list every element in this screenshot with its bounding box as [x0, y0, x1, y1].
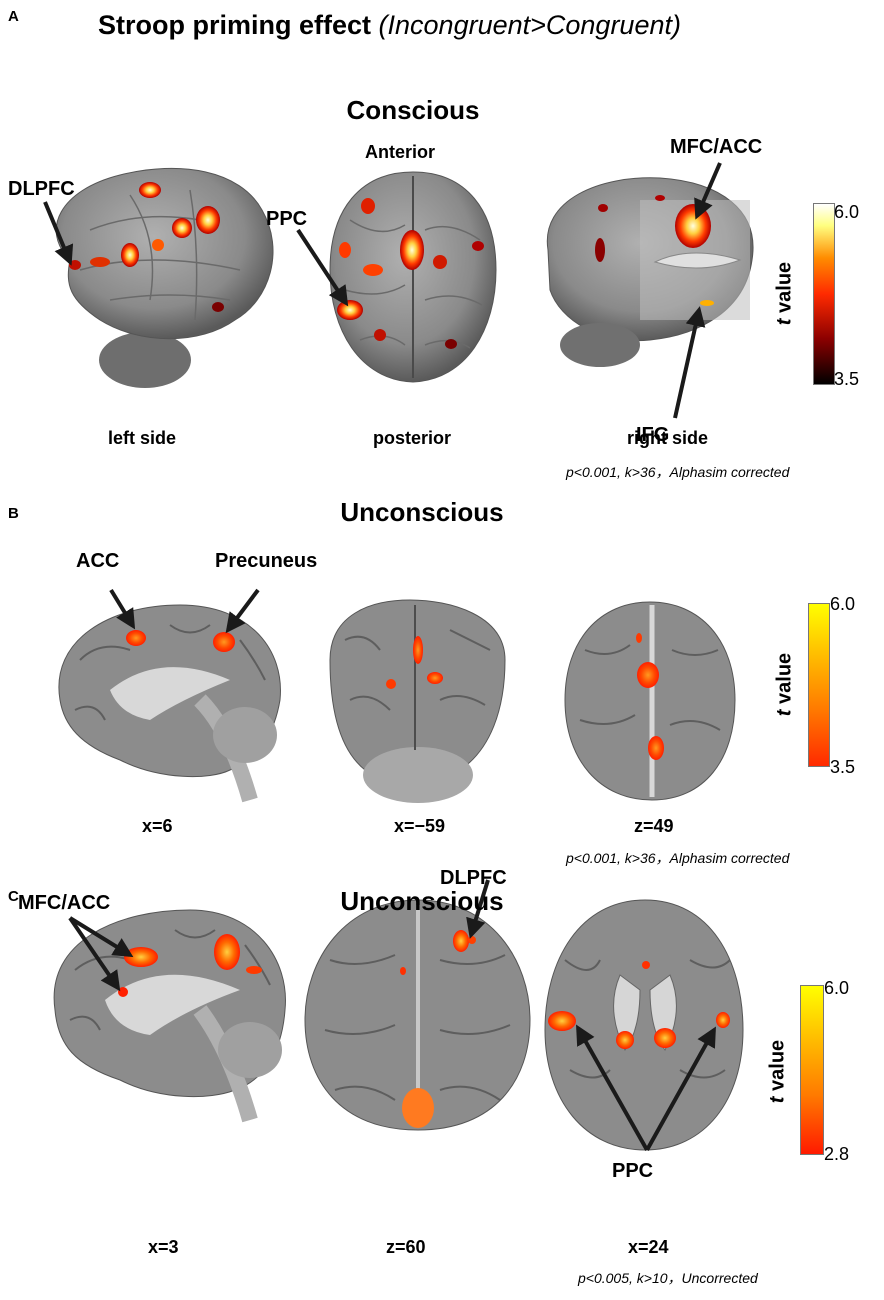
arrow-ppc-a	[296, 228, 349, 307]
title-sub: (Incongruent>Congruent)	[378, 10, 681, 40]
colorbar-b-label: t value	[774, 645, 797, 725]
colorbar-c-label-t: t	[766, 1096, 789, 1104]
panel-letter-a: A	[8, 8, 19, 25]
region-label-dlpfc-c: DLPFC	[440, 867, 507, 889]
region-label-ifg-a: IFG	[636, 424, 670, 446]
brain-b-axial	[564, 601, 736, 801]
coord-label-c-1: x=3	[148, 1237, 179, 1257]
arrow-precuneus-b	[225, 588, 260, 634]
arrow-mfc-acc-a	[694, 162, 722, 220]
region-label-ppc-a: PPC	[266, 208, 308, 230]
brain-c-axial-top	[304, 899, 531, 1131]
figure-title: Stroop priming effect (Incongruent>Congr…	[98, 10, 681, 41]
view-label-right-side: right side	[627, 428, 709, 448]
colorbar-a-label-t: t	[773, 318, 796, 326]
arrow-mfc-acc-c-2	[68, 916, 121, 992]
view-label-left-side: left side	[108, 428, 177, 448]
region-label-ppc-c: PPC	[612, 1160, 654, 1182]
colorbar-b-max: 6.0	[830, 594, 856, 614]
colorbar-c	[800, 985, 824, 1155]
arrow-dlpfc-a	[43, 201, 74, 266]
panel-letter-c: C	[8, 888, 19, 905]
coord-label-b-2: x=−59	[394, 816, 446, 836]
region-label-mfc-acc-a: MFC/ACC	[670, 136, 763, 158]
brain-b-coronal	[329, 599, 506, 803]
coord-label-b-1: x=6	[142, 816, 173, 836]
view-label-posterior: posterior	[373, 428, 452, 448]
panel-a-heading: Conscious	[346, 95, 480, 125]
colorbar-a-label: t value	[774, 254, 797, 334]
colorbar-b	[808, 603, 830, 767]
region-label-dlpfc-a: DLPFC	[8, 178, 75, 200]
colorbar-c-max: 6.0	[824, 978, 850, 998]
brain-b-sagittal	[58, 604, 281, 803]
colorbar-a-min: 3.5	[834, 369, 860, 389]
colorbar-c-label-value: value	[766, 1039, 789, 1097]
colorbar-a-max: 6.0	[834, 202, 860, 222]
orientation-anterior: Anterior	[365, 142, 436, 162]
colorbar-b-label-value: value	[773, 652, 796, 710]
stats-threshold-c: p<0.005, k>10，Uncorrected	[578, 1270, 758, 1286]
brain-a-left-side	[55, 167, 274, 388]
arrow-acc-b	[109, 588, 136, 630]
panel-letter-b: B	[8, 505, 19, 522]
region-label-precuneus-b: Precuneus	[215, 550, 318, 572]
coord-label-b-3: z=49	[634, 816, 674, 836]
brain-a-top-view	[329, 171, 497, 383]
coord-label-c-3: x=24	[628, 1237, 669, 1257]
colorbar-a-label-value: value	[773, 261, 796, 319]
brain-c-axial-ventricles	[544, 899, 744, 1151]
arrow-dlpfc-c	[466, 879, 490, 939]
colorbar-b-min: 3.5	[830, 757, 856, 777]
stats-threshold-a: p<0.001, k>36，Alphasim corrected	[566, 464, 790, 480]
region-label-acc-b: ACC	[76, 550, 120, 572]
colorbar-a	[813, 203, 835, 385]
arrow-mfc-acc-c-1	[68, 916, 134, 958]
colorbar-b-label-t: t	[773, 709, 796, 717]
arrow-ifg-a	[673, 306, 706, 419]
panel-c-heading: Unconscious	[340, 886, 504, 916]
panel-b-heading: Unconscious	[340, 497, 504, 527]
brain-a-right-side	[546, 177, 754, 367]
coord-label-c-2: z=60	[386, 1237, 426, 1257]
colorbar-c-label: t value	[767, 1032, 790, 1112]
stats-threshold-b: p<0.001, k>36，Alphasim corrected	[566, 850, 790, 866]
colorbar-c-min: 2.8	[824, 1144, 850, 1164]
region-label-mfc-acc-c: MFC/ACC	[18, 892, 111, 914]
brain-c-sagittal	[53, 909, 286, 1123]
arrow-ppc-c-right	[645, 1026, 716, 1151]
title-main: Stroop priming effect	[98, 10, 372, 40]
arrow-ppc-c-left	[576, 1024, 649, 1151]
